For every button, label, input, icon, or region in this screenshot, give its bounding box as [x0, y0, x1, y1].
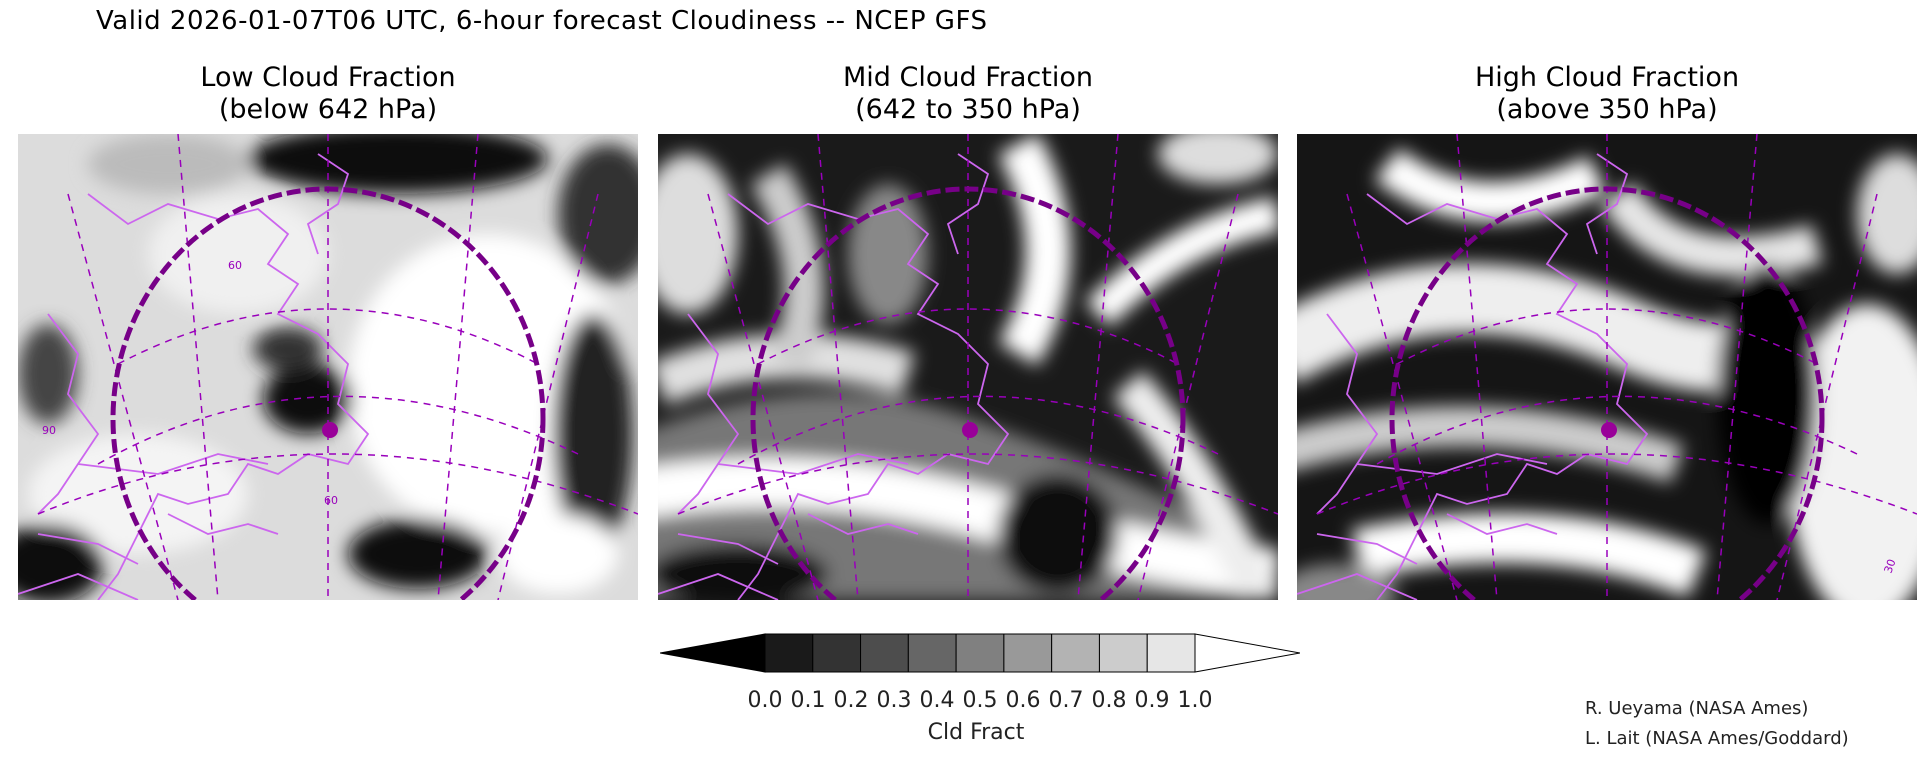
map-high-svg: 30 [1297, 134, 1917, 600]
low-circle [110, 186, 546, 600]
low-lat-label: 60 [228, 259, 242, 272]
panel-title-mid: Mid Cloud Fraction (642 to 350 hPa) [658, 62, 1278, 126]
map-panel-low: 60 60 90 [18, 134, 638, 600]
colorbar-tick-label: 0.1 [790, 688, 826, 713]
map-panel-high: 30 [1297, 134, 1917, 600]
colorbar-swatch-min [660, 633, 766, 673]
colorbar-swatch [1146, 633, 1196, 673]
colorbar-tick-label: 0.2 [833, 688, 869, 713]
colorbar-swatches [660, 633, 1300, 673]
panel-title-high-line2: (above 350 hPa) [1496, 94, 1718, 125]
colorbar-swatch [812, 633, 862, 673]
colorbar-tick-label: 0.9 [1134, 688, 1170, 713]
colorbar-tick-label: 0.0 [747, 688, 783, 713]
colorbar-swatch [1051, 633, 1100, 673]
colorbar-swatch [860, 633, 909, 673]
high-circle [1389, 186, 1825, 600]
high-coastlines [1297, 153, 1649, 600]
colorbar-tick-label: 0.3 [876, 688, 912, 713]
colorbar-tick-label: 0.4 [919, 688, 955, 713]
page-title: Valid 2026-01-07T06 UTC, 6-hour forecast… [96, 6, 988, 36]
colorbar-tick-label: 0.8 [1091, 688, 1127, 713]
low-lon-label-90: 90 [42, 424, 56, 437]
credit-line-1: R. Ueyama (NASA Ames) [1585, 698, 1809, 719]
colorbar-swatch [1098, 633, 1148, 673]
mid-circle [750, 186, 1186, 600]
colorbar-swatch [907, 633, 957, 673]
mid-gridlines [677, 134, 1278, 600]
colorbar-swatch-max [1194, 633, 1300, 673]
low-gridlines [37, 134, 638, 600]
panel-title-mid-line2: (642 to 350 hPa) [855, 94, 1081, 125]
panel-title-low-line2: (below 642 hPa) [218, 94, 438, 125]
colorbar-swatch [764, 633, 814, 673]
colorbar-tick-label: 0.7 [1048, 688, 1084, 713]
colorbar [660, 633, 1300, 673]
high-marker [1601, 422, 1617, 438]
mid-marker [962, 422, 978, 438]
panel-title-low: Low Cloud Fraction (below 642 hPa) [18, 62, 638, 126]
panel-title-high-line1: High Cloud Fraction [1474, 62, 1740, 93]
map-mid-svg [658, 134, 1278, 600]
colorbar-label: Cld Fract [927, 720, 1025, 745]
low-coastlines [18, 153, 370, 600]
high-lon-label-30: 30 [1882, 557, 1899, 575]
colorbar-swatch [1003, 633, 1053, 673]
high-gridlines [1316, 134, 1917, 600]
colorbar-tick-label: 0.6 [1005, 688, 1041, 713]
panel-title-low-line1: Low Cloud Fraction [200, 62, 456, 93]
panel-title-mid-line1: Mid Cloud Fraction [842, 62, 1093, 93]
colorbar-swatch [955, 633, 1005, 673]
map-low-svg: 60 60 90 [18, 134, 638, 600]
low-lon-label: 60 [324, 494, 338, 507]
credit-line-2: L. Lait (NASA Ames/Goddard) [1585, 728, 1849, 749]
map-panel-mid [658, 134, 1278, 600]
colorbar-tick-label: 0.5 [962, 688, 998, 713]
panel-title-high: High Cloud Fraction (above 350 hPa) [1297, 62, 1917, 126]
low-marker [322, 422, 338, 438]
colorbar-tick-label: 1.0 [1177, 688, 1213, 713]
